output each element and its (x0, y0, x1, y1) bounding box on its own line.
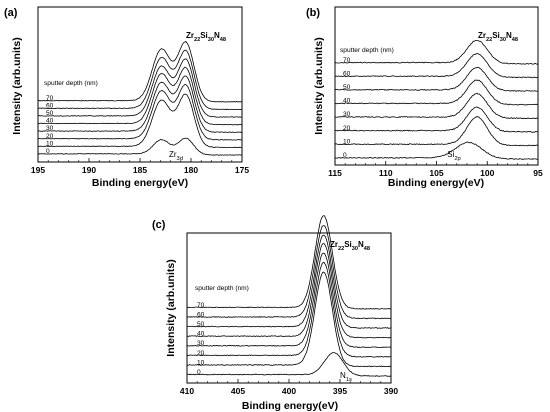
trace-depth-50 (186, 234, 392, 329)
trace-depth-50 (334, 67, 539, 92)
legend-title: sputter depth (nm) (195, 285, 249, 292)
trace-depth-0 (186, 352, 392, 377)
trace-depth-20 (38, 84, 243, 141)
plot-frame (186, 232, 392, 384)
trace-depth-40 (37, 66, 243, 126)
trace-depth-10 (37, 93, 243, 149)
x-tick-label: 395 (333, 386, 347, 396)
x-tick-label: 115 (328, 168, 342, 178)
trace-depth-40 (335, 79, 539, 106)
trace-label: 20 (46, 133, 54, 140)
trace-label: 10 (197, 359, 205, 366)
trace-label: 70 (46, 95, 54, 102)
panel-tag: (b) (306, 7, 320, 19)
trace-depth-20 (334, 106, 539, 133)
trace-label: 70 (343, 57, 351, 64)
x-tick-label: 95 (533, 168, 543, 178)
trace-label: 70 (197, 302, 205, 309)
x-tick-label: 105 (429, 168, 443, 178)
legend-title: sputter depth (nm) (44, 80, 98, 87)
trace-depth-70 (186, 215, 392, 310)
x-tick-label: 405 (231, 386, 245, 396)
trace-label: 20 (343, 125, 351, 132)
trace-label: 10 (343, 138, 351, 145)
y-axis-label: Intensity (arb.units) (165, 259, 177, 356)
peak-label: Si2p (447, 150, 461, 162)
trace-label: 60 (46, 102, 54, 109)
x-tick-label: 175 (235, 165, 249, 175)
trace-depth-30 (334, 92, 539, 119)
x-tick-label: 180 (184, 165, 198, 175)
trace-label: 20 (197, 350, 205, 357)
xps-panel-a: (a) 195 190 185 180 175 Binding energy(eV) Inte… (4, 6, 249, 189)
trace-label: 50 (343, 84, 351, 91)
trace-label: 30 (343, 111, 351, 118)
trace-depth-70 (334, 40, 539, 65)
x-axis-label: Binding energy(eV) (388, 177, 484, 189)
x-axis-label: Binding energy(eV) (92, 177, 188, 189)
x-tick-label: 110 (379, 168, 393, 178)
trace-label: 50 (46, 110, 54, 117)
trace-depth-20 (186, 261, 392, 358)
panel-tag: (a) (4, 7, 18, 19)
trace-label: 40 (46, 118, 54, 125)
trace-depth-40 (186, 243, 392, 339)
peak-label: Zr3d (169, 150, 183, 162)
sample-formula: Zr22Si30N48 (186, 31, 226, 43)
x-tick-label: 190 (82, 165, 96, 175)
trace-depth-50 (37, 58, 243, 118)
trace-label: 40 (197, 331, 205, 338)
trace-depth-0 (37, 137, 243, 156)
trace-depth-10 (186, 271, 392, 368)
trace-depth-60 (187, 225, 392, 320)
trace-depth-60 (37, 49, 243, 111)
peak-label: N1s (340, 371, 352, 383)
trace-label: 30 (197, 340, 205, 347)
trace-depth-30 (186, 252, 392, 348)
sample-formula: Zr22Si30N48 (330, 240, 370, 252)
x-tick-label: 410 (180, 386, 194, 396)
trace-depth-60 (334, 53, 539, 79)
sample-formula: Zr22Si30N48 (478, 31, 518, 43)
trace-depth-70 (38, 41, 243, 103)
trace-label: 0 (46, 148, 50, 155)
trace-depth-10 (334, 116, 539, 147)
trace-label: 50 (197, 321, 205, 328)
trace-label: 30 (46, 125, 54, 132)
x-axis-label: Binding energy(eV) (242, 400, 338, 412)
trace-label: 10 (46, 140, 54, 147)
x-tick-label: 400 (282, 386, 296, 396)
trace-depth-0 (335, 141, 539, 160)
trace-depth-30 (37, 75, 243, 133)
x-tick-label: 185 (133, 165, 147, 175)
trace-label: 0 (197, 369, 201, 376)
y-axis-label: Intensity (arb.units) (11, 37, 23, 134)
y-axis-label: Intensity (arb.units) (313, 37, 325, 134)
panel-tag: (c) (152, 219, 166, 231)
legend-title: sputter depth (nm) (340, 47, 394, 54)
trace-label: 60 (197, 311, 205, 318)
trace-label: 60 (343, 70, 351, 77)
trace-label: 40 (343, 98, 351, 105)
x-tick-label: 390 (384, 386, 398, 396)
x-tick-label: 100 (480, 168, 494, 178)
trace-label: 0 (343, 152, 347, 159)
x-tick-label: 195 (31, 165, 45, 175)
